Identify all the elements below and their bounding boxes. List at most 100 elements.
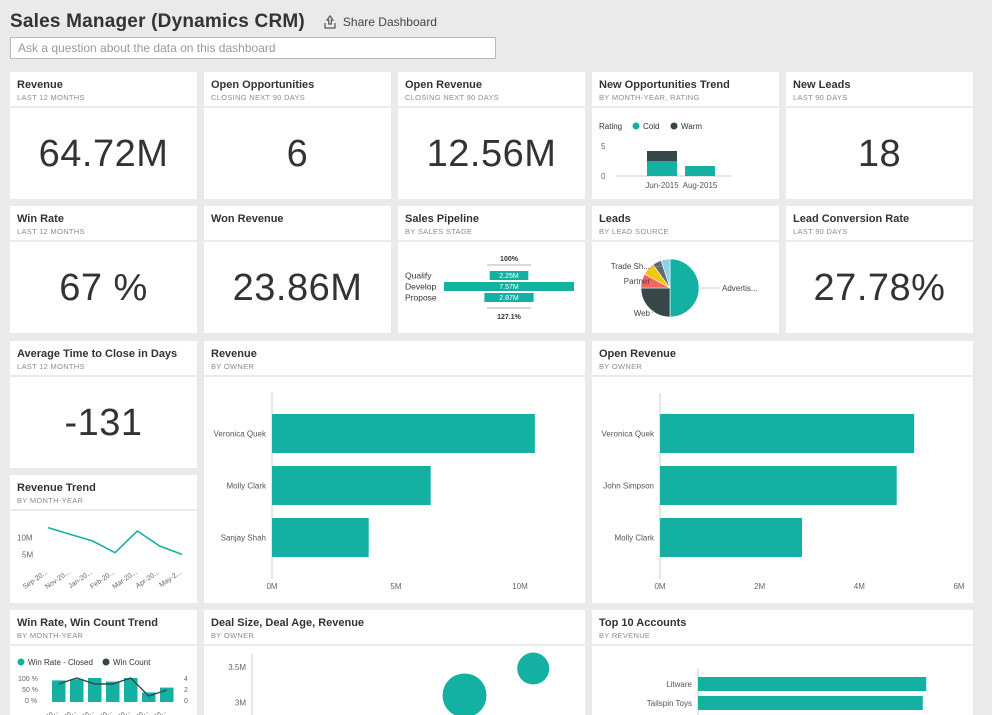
tile-win-rate[interactable]: Win Rate LAST 12 MONTHS 67 %	[10, 206, 197, 333]
legend-marker-warm	[670, 122, 678, 130]
tile-subtitle: LAST 12 MONTHS	[17, 227, 85, 236]
tile-lead-conversion-rate[interactable]: Lead Conversion Rate LAST 90 DAYS 27.78%	[786, 206, 973, 333]
tile-average-time-to-close[interactable]: Average Time to Close in Days LAST 12 MON…	[10, 341, 197, 468]
funnel-value-label: 2.87M	[499, 295, 519, 302]
tile-title: Revenue	[211, 348, 257, 360]
share-dashboard-button[interactable]: Share Dashboard	[323, 15, 437, 29]
x-tick-label: Apr-20...	[135, 569, 161, 590]
line-win-count	[58, 677, 167, 697]
tile-subtitle: BY SALES STAGE	[405, 227, 473, 236]
y2-tick-label: 0	[184, 698, 188, 705]
legend-marker-win-rate	[17, 658, 25, 666]
y-tick-label: 100 %	[18, 676, 38, 683]
tile-subtitle: LAST 90 DAYS	[793, 227, 848, 236]
x-tick-label: 10M	[512, 582, 528, 591]
category-label: Litware	[666, 680, 692, 689]
deal-size-scatter-chart: 3.5M 3M	[228, 652, 550, 715]
bar	[698, 677, 927, 691]
y-tick-label: 5	[601, 142, 606, 151]
category-label: Molly Clark	[226, 482, 267, 491]
tile-deal-size[interactable]: Deal Size, Deal Age, Revenue BY OWNER 3.5…	[204, 610, 585, 715]
y-tick-label: 3.5M	[228, 663, 246, 672]
bar-win-rate	[70, 679, 84, 702]
x-tick-label: 4M	[854, 582, 865, 591]
x-tick-label: Jun-2015	[645, 181, 679, 190]
tile-revenue-trend[interactable]: Revenue Trend BY MONTH-YEAR 10M 5M Sep-20..…	[10, 475, 197, 603]
funnel-bar	[489, 271, 529, 280]
tile-open-opportunities[interactable]: Open Opportunities CLOSING NEXT 90 DAYS 6	[204, 72, 391, 199]
tile-leads[interactable]: Leads BY LEAD SOURCE Advertis... Web Partne…	[592, 206, 779, 333]
category-label: John Simpson	[603, 482, 654, 491]
tile-new-opportunities-trend[interactable]: New Opportunities Trend BY MONTH-YEAR, RA…	[592, 72, 779, 199]
x-tick-label: 6M	[953, 582, 964, 591]
pie-leader-line	[651, 309, 655, 314]
tile-new-leads[interactable]: New Leads LAST 90 DAYS 18	[786, 72, 973, 199]
kpi-value: 27.78%	[813, 267, 946, 309]
tile-subtitle: LAST 90 DAYS	[793, 93, 848, 102]
kpi-value: 67 %	[59, 267, 148, 309]
tile-open-revenue[interactable]: Open Revenue CLOSING NEXT 90 DAYS 12.56M	[398, 72, 585, 199]
pie-slice	[669, 258, 700, 318]
category-label: Tailspin Toys	[647, 699, 692, 708]
pie-leader-line	[651, 265, 663, 268]
share-icon	[324, 15, 336, 29]
tile-title: Open Opportunities	[211, 79, 315, 91]
tile-won-revenue[interactable]: Won Revenue 23.86M	[204, 206, 391, 333]
x-tick-label: -20...	[79, 708, 96, 715]
funnel-bar	[444, 282, 574, 291]
x-tick-label: 0M	[266, 582, 277, 591]
x-tick-label: 0M	[654, 582, 665, 591]
tile-title: Sales Pipeline	[405, 213, 479, 225]
bar	[272, 466, 431, 505]
bubble	[442, 673, 487, 715]
series-line	[47, 526, 183, 556]
bar-win-rate	[52, 680, 66, 702]
x-tick-label: -20...	[97, 708, 114, 715]
tile-title: Top 10 Accounts	[599, 617, 687, 629]
tile-sales-pipeline[interactable]: Sales Pipeline BY SALES STAGE 100% 2.25M Qu…	[398, 206, 585, 333]
tile-subtitle: CLOSING NEXT 90 DAYS	[211, 93, 306, 102]
y-tick-label: 0 %	[25, 698, 37, 705]
kpi-value: -131	[64, 402, 143, 444]
kpi-value: 18	[857, 133, 902, 175]
pie-label: Partner	[624, 277, 651, 286]
tile-top-accounts[interactable]: Top 10 Accounts BY REVENUE Litware Tailspi…	[592, 610, 973, 715]
win-rate-trend-chart: Win Rate - Closed Win Count 100 % 50 % 0 % 4 2…	[17, 658, 188, 715]
y-tick-label: 5M	[22, 550, 33, 559]
tile-subtitle: BY OWNER	[599, 362, 643, 371]
tile-win-rate-trend[interactable]: Win Rate, Win Count Trend BY MONTH-YEAR W…	[10, 610, 197, 715]
tile-revenue[interactable]: Revenue LAST 12 MONTHS 64.72M	[10, 72, 197, 199]
funnel-value-label: 2.25M	[499, 273, 519, 280]
tile-subtitle: BY MONTH-YEAR	[17, 631, 84, 640]
category-label: Veronica Quek	[214, 430, 267, 439]
bar	[660, 466, 897, 505]
x-tick-label: -20...	[151, 708, 168, 715]
bubble	[517, 652, 550, 685]
pie-label: Web	[634, 309, 651, 318]
tile-title: Deal Size, Deal Age, Revenue	[211, 617, 365, 629]
funnel-stage-label: Propose	[405, 293, 437, 303]
y2-tick-label: 4	[184, 676, 188, 683]
funnel-bar	[484, 293, 534, 302]
y2-tick-label: 2	[184, 687, 188, 694]
qa-input[interactable]	[10, 37, 496, 59]
bar-warm	[647, 151, 677, 161]
bar-win-rate	[106, 681, 120, 702]
tile-title: Open Revenue	[405, 79, 483, 91]
tile-title: Win Rate, Win Count Trend	[17, 617, 158, 629]
bar-win-rate	[142, 692, 156, 702]
funnel-value-label: 7.57M	[499, 284, 519, 291]
tile-open-revenue-by-owner[interactable]: Open Revenue BY OWNER Veronica Quek John S…	[592, 341, 973, 603]
x-tick-label: -20...	[133, 708, 150, 715]
funnel-stage-label: Develop	[405, 282, 436, 292]
x-tick-label: 2M	[754, 582, 765, 591]
bar	[272, 414, 535, 453]
bar-win-rate	[160, 687, 174, 702]
x-tick-label: -20...	[61, 708, 78, 715]
x-tick-label: Nov-20...	[44, 569, 71, 591]
tile-subtitle: BY LEAD SOURCE	[599, 227, 669, 236]
new-opportunities-chart: Rating Cold Warm 5 0 Jun-2015 Aug-2015	[599, 122, 732, 190]
revenue-trend-chart: 10M5MSep-20...Nov-20...Jan-20...Feb-20..…	[17, 526, 183, 591]
tile-revenue-by-owner[interactable]: Revenue BY OWNER Veronica Quek Molly Clark…	[204, 341, 585, 603]
x-tick-label: 5M	[390, 582, 401, 591]
